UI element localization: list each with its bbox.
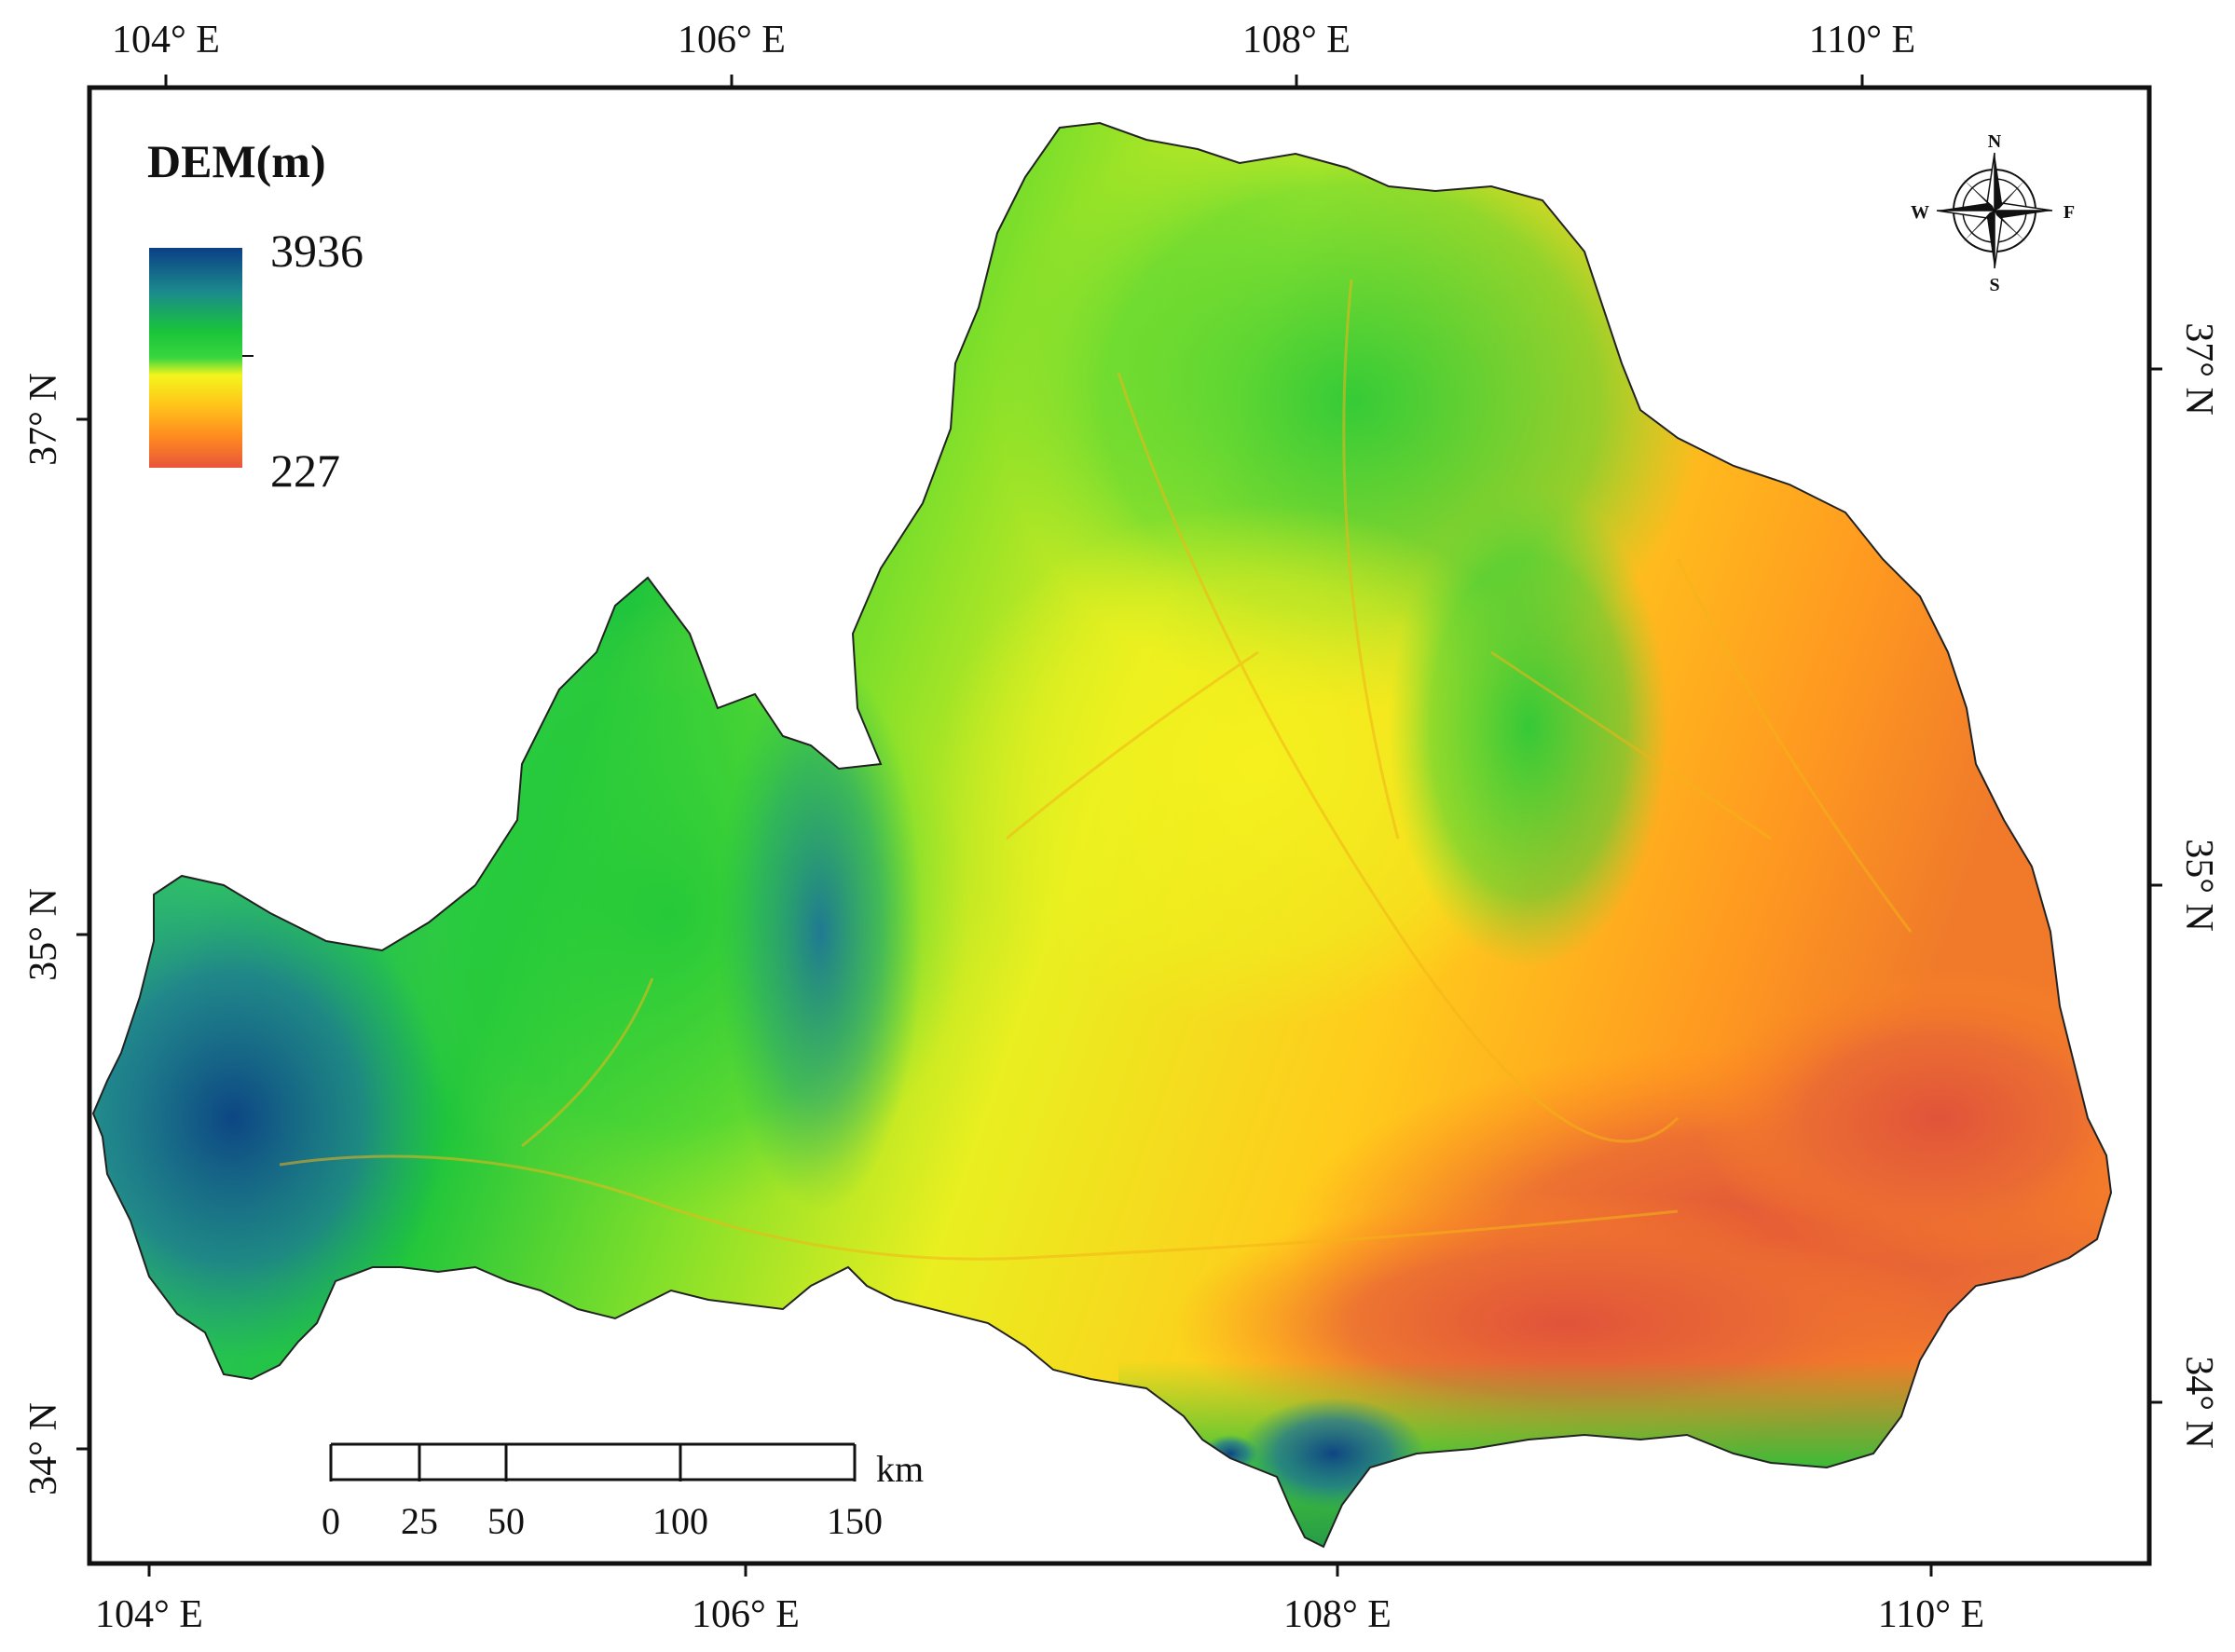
left-lat-label: 35° N <box>22 888 65 981</box>
scale-label: 0 <box>322 1500 340 1542</box>
right-lat-label: 34° N <box>2177 1356 2220 1449</box>
scale-unit-label: km <box>876 1448 924 1490</box>
right-lat-label: 35° N <box>2177 839 2220 932</box>
scale-label: 50 <box>487 1500 525 1542</box>
compass-e-label: F <box>2064 202 2075 223</box>
north-arrow-icon: N S F W <box>1911 131 2075 295</box>
bottom-lon-labels: 104° E 106° E 108° E 110° E <box>95 1593 1984 1636</box>
dem-legend: DEM(m) 3936 227 <box>147 135 363 497</box>
dem-basin <box>92 122 2112 1548</box>
compass-s-label: S <box>1989 275 1999 295</box>
top-lon-labels: 104° E 106° E 108° E 110° E <box>112 19 1915 61</box>
top-lon-label: 104° E <box>112 19 220 61</box>
bottom-lon-label: 108° E <box>1283 1593 1392 1636</box>
scale-label: 100 <box>652 1500 708 1542</box>
legend-min-label: 227 <box>270 444 340 497</box>
left-lat-labels: 37° N 35° N 34° N <box>22 373 65 1495</box>
left-lat-label: 34° N <box>22 1402 65 1495</box>
scale-label: 25 <box>401 1500 438 1542</box>
scale-bar-labels: 0 25 50 100 150 km <box>322 1448 924 1542</box>
bottom-lon-label: 106° E <box>692 1593 800 1636</box>
left-lat-label: 37° N <box>22 373 65 466</box>
right-lat-labels: 37° N 35° N 34° N <box>2177 322 2220 1449</box>
compass-n-label: N <box>1988 131 2002 152</box>
legend-max-label: 3936 <box>270 225 363 277</box>
graticule-ticks <box>76 75 2162 1577</box>
right-lat-label: 37° N <box>2177 322 2220 416</box>
legend-color-ramp <box>149 248 242 468</box>
legend-title: DEM(m) <box>147 135 326 187</box>
bottom-lon-label: 110° E <box>1878 1593 1984 1636</box>
top-lon-label: 108° E <box>1242 19 1351 61</box>
compass-w-label: W <box>1911 202 1929 223</box>
top-lon-label: 106° E <box>678 19 786 61</box>
bottom-lon-label: 104° E <box>95 1593 203 1636</box>
top-lon-label: 110° E <box>1809 19 1915 61</box>
scale-label: 150 <box>827 1500 883 1542</box>
